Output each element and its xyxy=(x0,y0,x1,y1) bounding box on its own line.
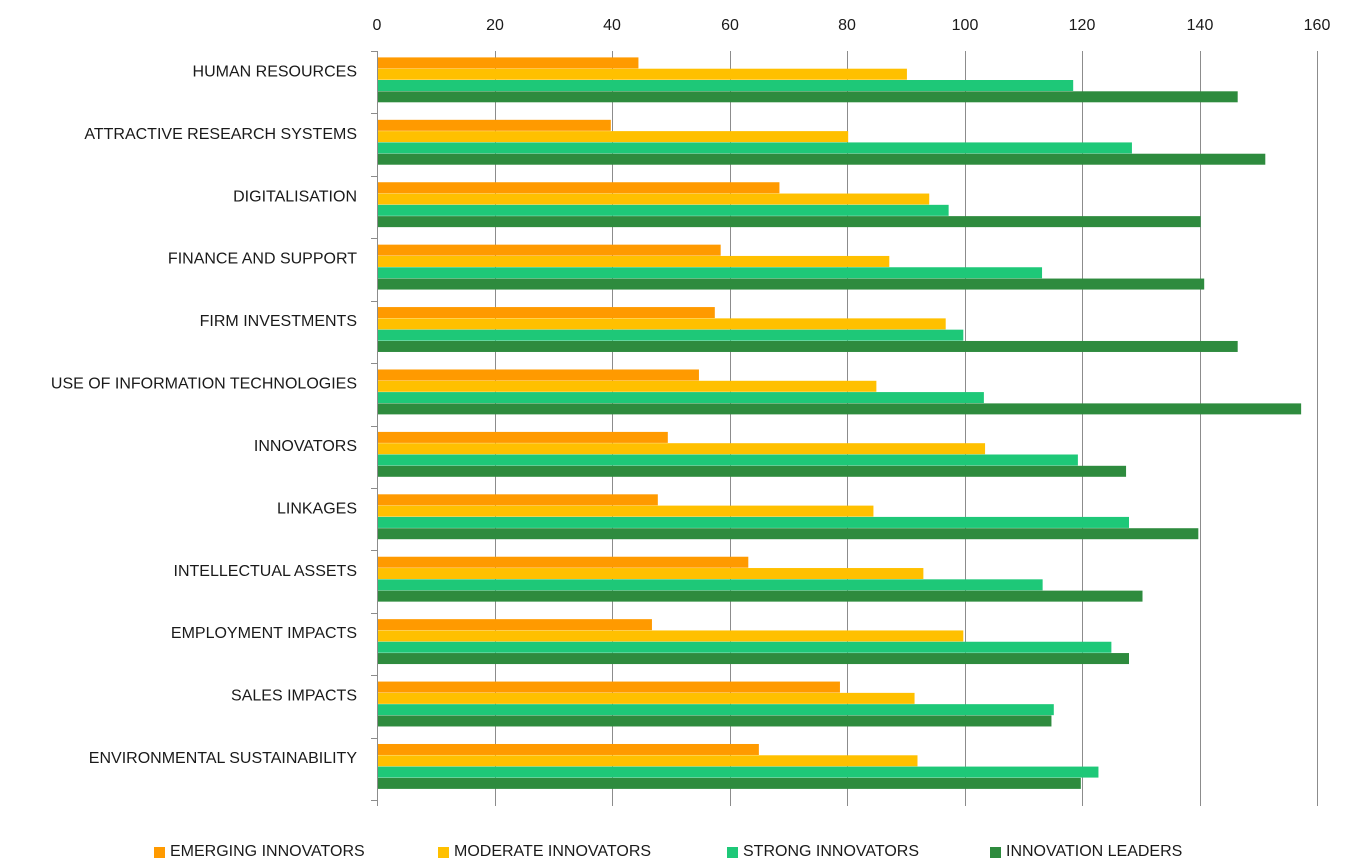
bar xyxy=(377,681,840,693)
bar xyxy=(377,369,699,381)
bar xyxy=(377,443,986,455)
bars xyxy=(377,57,1302,789)
bar xyxy=(377,57,639,69)
legend: EMERGING INNOVATORS MODERATE INNOVATORS ST… xyxy=(0,842,1352,864)
bar xyxy=(377,431,668,443)
bar xyxy=(377,556,749,568)
legend-swatch xyxy=(154,846,165,858)
gridlines xyxy=(377,51,1318,806)
bar xyxy=(377,244,721,256)
bar xyxy=(377,91,1238,103)
axes xyxy=(371,51,378,801)
bar xyxy=(377,182,780,194)
category-label: LINKAGES xyxy=(277,500,357,517)
category-label: FIRM INVESTMENTS xyxy=(200,313,357,330)
legend-item: STRONG INNOVATORS xyxy=(727,842,919,862)
legend-label: EMERGING INNOVATORS xyxy=(170,843,365,860)
category-label: ENVIRONMENTAL SUSTAINABILITY xyxy=(89,750,358,767)
category-labels: HUMAN RESOURCES ATTRACTIVE RESEARCH SYSTE… xyxy=(51,63,357,767)
bar xyxy=(377,267,1043,279)
bar xyxy=(377,307,715,319)
bar xyxy=(377,380,877,392)
category-label: INNOVATORS xyxy=(254,438,357,455)
bar xyxy=(377,777,1081,789)
bar xyxy=(377,692,915,704)
legend-item: MODERATE INNOVATORS xyxy=(438,842,651,862)
bar xyxy=(377,704,1054,716)
category-label: USE OF INFORMATION TECHNOLOGIES xyxy=(51,376,357,393)
bar xyxy=(377,216,1201,228)
bar xyxy=(377,516,1129,528)
legend-item: EMERGING INNOVATORS xyxy=(154,842,365,862)
bar xyxy=(377,454,1078,466)
bar xyxy=(377,641,1112,653)
legend-swatch xyxy=(727,846,738,858)
category-label: ATTRACTIVE RESEARCH SYSTEMS xyxy=(84,126,357,143)
bar xyxy=(377,392,984,404)
bar xyxy=(377,204,949,216)
bar xyxy=(377,329,964,341)
x-tick-label: 80 xyxy=(838,17,856,34)
bar xyxy=(377,68,907,80)
bar xyxy=(377,743,759,755)
x-tick-label: 100 xyxy=(952,17,979,34)
category-label: EMPLOYMENT IMPACTS xyxy=(171,625,357,642)
category-label: DIGITALISATION xyxy=(233,188,357,205)
bar xyxy=(377,255,890,267)
category-label: FINANCE AND SUPPORT xyxy=(168,251,357,268)
bar xyxy=(377,142,1132,154)
x-tick-labels: 0 20 40 60 80 100 120 140 160 xyxy=(373,17,1331,34)
legend-label: STRONG INNOVATORS xyxy=(743,843,920,860)
bar xyxy=(377,278,1205,290)
bar xyxy=(377,119,611,131)
x-tick-label: 120 xyxy=(1069,17,1096,34)
legend-label: INNOVATION LEADERS xyxy=(1006,843,1183,860)
bar xyxy=(377,579,1043,591)
bar xyxy=(377,590,1143,602)
bar xyxy=(377,465,1127,477)
x-tick-label: 40 xyxy=(603,17,621,34)
bar xyxy=(377,193,930,205)
x-tick-label: 0 xyxy=(373,17,382,34)
bar xyxy=(377,630,964,642)
bar xyxy=(377,755,918,767)
bar xyxy=(377,80,1074,91)
bar xyxy=(377,766,1099,778)
category-label: INTELLECTUAL ASSETS xyxy=(174,563,357,580)
bar xyxy=(377,528,1199,540)
bar xyxy=(377,153,1266,165)
x-tick-label: 160 xyxy=(1304,17,1331,34)
x-tick-label: 20 xyxy=(486,17,504,34)
bar xyxy=(377,340,1238,352)
bar xyxy=(377,403,1302,415)
bar xyxy=(377,318,946,330)
bar xyxy=(377,494,658,506)
bar xyxy=(377,505,874,517)
bar xyxy=(377,653,1129,665)
legend-label: MODERATE INNOVATORS xyxy=(454,843,652,860)
bar xyxy=(377,568,924,580)
category-label: SALES IMPACTS xyxy=(231,688,357,705)
category-label: HUMAN RESOURCES xyxy=(193,63,357,80)
legend-item: INNOVATION LEADERS xyxy=(990,842,1182,862)
legend-swatch xyxy=(438,846,449,858)
x-tick-label: 140 xyxy=(1187,17,1214,34)
bar xyxy=(377,715,1052,727)
legend-swatch xyxy=(990,846,1001,858)
x-tick-label: 60 xyxy=(721,17,739,34)
bar xyxy=(377,131,849,143)
bar xyxy=(377,619,652,631)
